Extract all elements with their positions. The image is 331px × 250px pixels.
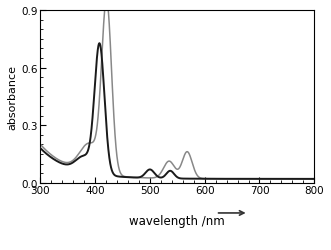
Text: wavelength /nm: wavelength /nm [129, 214, 225, 227]
Y-axis label: absorbance: absorbance [7, 64, 17, 129]
